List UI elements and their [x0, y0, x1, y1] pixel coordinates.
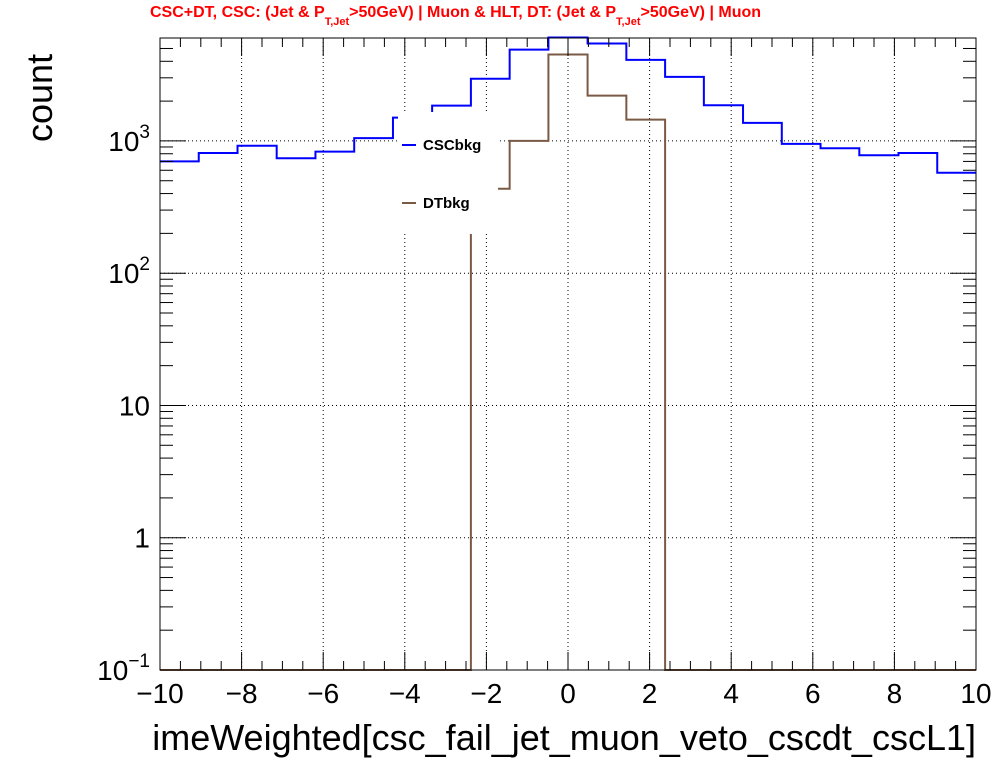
x-tick-label: 6 — [805, 678, 821, 709]
legend-label-DTbkg: DTbkg — [423, 195, 470, 212]
title-part-1: CSC+DT, CSC: (Jet & P — [150, 4, 325, 21]
y-tick-base: 1 — [134, 523, 150, 554]
x-tick-label: −6 — [307, 678, 339, 709]
y-tick-exponent: 2 — [139, 254, 150, 275]
y-tick-label: 10−1 — [97, 651, 150, 686]
y-tick-exponent: 3 — [139, 122, 150, 143]
title-sub-2: T,Jet — [616, 16, 641, 28]
legend: CSCbkg DTbkg — [398, 112, 498, 234]
x-tick-label: −10 — [136, 678, 184, 709]
y-tick-label: 102 — [108, 254, 150, 289]
x-tick-label: −2 — [470, 678, 502, 709]
title-part-3: >50GeV) | Muon — [641, 4, 762, 21]
x-tick-label: 10 — [960, 678, 991, 709]
y-tick-label: 10 — [119, 390, 150, 421]
y-tick-base: 10 — [108, 258, 139, 289]
legend-label-CSCbkg: CSCbkg — [423, 137, 481, 154]
y-axis-title: count — [19, 54, 60, 142]
x-tick-label: −4 — [389, 678, 421, 709]
legend-box — [398, 112, 498, 234]
chart-title: CSC+DT, CSC: (Jet & PT,Jet>50GeV) | Muon… — [150, 4, 761, 28]
title-part-2: >50GeV) | Muon & HLT, DT: (Jet & P — [349, 4, 616, 21]
x-tick-label: 2 — [642, 678, 658, 709]
y-tick-base: 10 — [119, 390, 150, 421]
x-tick-label: −8 — [226, 678, 258, 709]
x-axis-title: imeWeighted[csc_fail_jet_muon_veto_cscdt… — [152, 717, 976, 758]
y-tick-label: 1 — [134, 523, 150, 554]
series-CSCbkg-line — [160, 36, 976, 174]
y-tick-base: 10 — [108, 126, 139, 157]
y-tick-label: 103 — [108, 122, 150, 157]
y-tick-exponent: −1 — [128, 651, 150, 672]
x-tick-label: 0 — [560, 678, 576, 709]
axis-ticks — [159, 38, 977, 671]
grid-lines — [160, 38, 976, 670]
title-sub-1: T,Jet — [325, 16, 350, 28]
x-tick-labels: −10 −8 −6 −4 −2 0 2 4 6 8 10 — [136, 678, 991, 709]
x-tick-label: 4 — [723, 678, 739, 709]
x-tick-label: 8 — [887, 678, 903, 709]
y-tick-base: 10 — [97, 655, 128, 686]
series-layer — [160, 36, 976, 671]
